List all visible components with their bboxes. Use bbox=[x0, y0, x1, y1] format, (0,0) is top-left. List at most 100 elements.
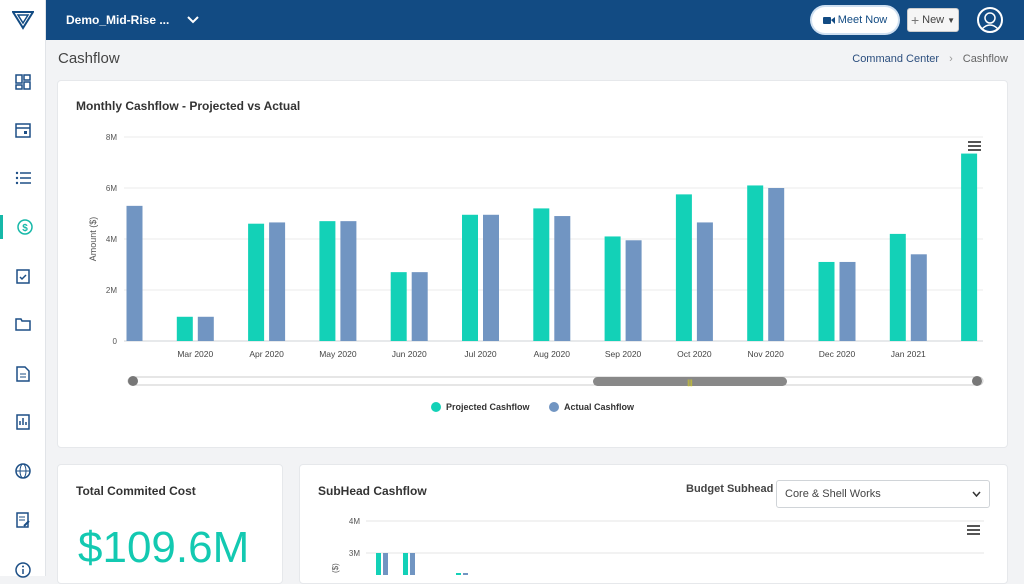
y-tick-label: 2M bbox=[106, 286, 117, 295]
subhead-bar bbox=[403, 553, 408, 575]
list-icon[interactable] bbox=[0, 166, 46, 190]
actual-bar[interactable] bbox=[696, 222, 713, 341]
budget-subhead-select[interactable]: Core & Shell Works bbox=[776, 480, 990, 508]
subhead-chart-menu-icon[interactable] bbox=[967, 525, 980, 535]
project-selector[interactable]: Demo_Mid-Rise ... bbox=[66, 0, 200, 40]
projected-bar[interactable] bbox=[176, 316, 193, 341]
chevron-down-icon bbox=[972, 491, 981, 497]
x-tick-label: Mar 2020 bbox=[177, 349, 213, 359]
x-tick-label: Sep 2020 bbox=[605, 349, 642, 359]
y-axis-label: Amount ($) bbox=[88, 217, 98, 262]
actual-bar[interactable] bbox=[197, 316, 214, 341]
subhead-bar bbox=[376, 553, 381, 575]
subhead-cashflow-card: SubHead Cashflow Budget Subhead Core & S… bbox=[299, 464, 1008, 584]
app-logo[interactable] bbox=[0, 0, 46, 40]
subhead-y-tick: 3M bbox=[349, 549, 360, 558]
x-tick-label: Aug 2020 bbox=[534, 349, 571, 359]
video-camera-icon bbox=[822, 16, 835, 24]
actual-bar[interactable] bbox=[625, 240, 642, 341]
subhead-bar bbox=[463, 573, 468, 575]
budget-subhead-label: Budget Subhead bbox=[686, 483, 774, 495]
subhead-bar bbox=[410, 553, 415, 575]
top-bar: Demo_Mid-Rise ... Meet Now + New ▼ bbox=[0, 0, 1024, 40]
projected-bar[interactable] bbox=[747, 185, 764, 341]
projected-bar[interactable] bbox=[319, 221, 336, 341]
svg-text:$: $ bbox=[22, 223, 28, 234]
scroll-thumb[interactable] bbox=[593, 377, 787, 386]
monthly-cashflow-card: Monthly Cashflow - Projected vs Actual A… bbox=[57, 80, 1008, 448]
edit-document-icon[interactable] bbox=[0, 508, 46, 532]
projected-bar[interactable] bbox=[675, 194, 692, 341]
breadcrumb-cashflow: Cashflow bbox=[962, 53, 1008, 65]
y-tick-label: 0 bbox=[113, 337, 118, 346]
clipboard-check-icon[interactable] bbox=[0, 264, 46, 288]
subhead-cashflow-chart: 4M 3M ($) bbox=[331, 517, 984, 575]
actual-bar[interactable] bbox=[411, 272, 428, 341]
subhead-cashflow-title: SubHead Cashflow bbox=[318, 484, 427, 498]
projected-bar[interactable] bbox=[961, 153, 978, 341]
x-tick-label: Jul 2020 bbox=[464, 349, 496, 359]
total-committed-cost-card: Total Commited Cost $109.6M bbox=[57, 464, 283, 584]
x-tick-label: Jun 2020 bbox=[392, 349, 427, 359]
x-tick-label: Nov 2020 bbox=[748, 349, 785, 359]
projected-bar[interactable] bbox=[462, 214, 478, 341]
document-icon[interactable] bbox=[0, 362, 46, 386]
actual-bar[interactable] bbox=[554, 216, 571, 341]
folder-icon[interactable] bbox=[0, 312, 46, 336]
monthly-cashflow-chart: Amount ($) 0 2M 4M 6M 8M Mar 2020 Apr 2020 May… bbox=[88, 133, 984, 412]
chevron-down-icon bbox=[187, 16, 200, 24]
logo-icon bbox=[11, 11, 34, 30]
sidebar: $ bbox=[0, 40, 46, 578]
scroll-right-handle[interactable] bbox=[972, 376, 982, 386]
caret-down-icon: ▼ bbox=[947, 15, 956, 25]
subhead-bar bbox=[456, 573, 461, 575]
breadcrumb: Command Center › Cashflow bbox=[852, 53, 1008, 65]
actual-bar[interactable] bbox=[768, 188, 785, 341]
dollar-icon[interactable]: $ bbox=[0, 215, 46, 239]
report-icon[interactable] bbox=[0, 410, 46, 434]
page-title: Cashflow bbox=[58, 50, 120, 67]
meet-now-label: Meet Now bbox=[837, 14, 888, 26]
meet-now-button[interactable]: Meet Now bbox=[812, 7, 898, 33]
projected-bar[interactable] bbox=[390, 272, 407, 341]
chevron-right-icon: › bbox=[949, 53, 953, 65]
actual-bar[interactable] bbox=[269, 222, 286, 341]
actual-bar[interactable] bbox=[910, 254, 927, 341]
svg-text:|||: ||| bbox=[687, 380, 693, 387]
x-tick-label: Dec 2020 bbox=[819, 349, 856, 359]
projected-bar[interactable] bbox=[818, 261, 835, 341]
legend-actual-marker bbox=[549, 402, 559, 412]
globe-icon[interactable] bbox=[0, 459, 46, 483]
y-tick-label: 4M bbox=[106, 235, 117, 244]
legend-projected-marker bbox=[431, 402, 441, 412]
new-button[interactable]: + New ▼ bbox=[907, 8, 959, 32]
total-committed-title: Total Commited Cost bbox=[76, 484, 196, 498]
project-name: Demo_Mid-Rise ... bbox=[66, 13, 170, 27]
subhead-y-axis-label: ($) bbox=[331, 563, 340, 573]
actual-bar[interactable] bbox=[483, 214, 499, 341]
legend-actual[interactable]: Actual Cashflow bbox=[564, 402, 635, 412]
breadcrumb-command-center[interactable]: Command Center bbox=[852, 53, 940, 65]
actual-bar[interactable] bbox=[340, 221, 357, 341]
chart-scrollbar[interactable]: ||| bbox=[127, 376, 984, 387]
projected-bar[interactable] bbox=[889, 233, 906, 341]
actual-bar[interactable] bbox=[839, 261, 856, 341]
chart-menu-icon[interactable] bbox=[968, 141, 981, 151]
y-tick-label: 6M bbox=[106, 184, 117, 193]
dashboard-icon[interactable] bbox=[0, 70, 46, 94]
actual-bar[interactable] bbox=[126, 205, 143, 341]
chart-legend: Projected Cashflow Actual Cashflow bbox=[431, 402, 635, 412]
scroll-left-handle[interactable] bbox=[128, 376, 138, 386]
legend-projected[interactable]: Projected Cashflow bbox=[446, 402, 531, 412]
x-tick-label: Oct 2020 bbox=[677, 349, 712, 359]
calendar-icon[interactable] bbox=[0, 118, 46, 142]
projected-bar[interactable] bbox=[248, 223, 265, 341]
x-tick-label: May 2020 bbox=[319, 349, 357, 359]
plus-icon: + bbox=[910, 12, 920, 28]
monthly-cashflow-title: Monthly Cashflow - Projected vs Actual bbox=[76, 99, 301, 113]
x-tick-label: Jan 2021 bbox=[891, 349, 926, 359]
projected-bar[interactable] bbox=[604, 236, 621, 341]
user-avatar-icon[interactable] bbox=[977, 7, 1003, 33]
info-icon[interactable] bbox=[0, 558, 46, 582]
projected-bar[interactable] bbox=[533, 208, 550, 341]
